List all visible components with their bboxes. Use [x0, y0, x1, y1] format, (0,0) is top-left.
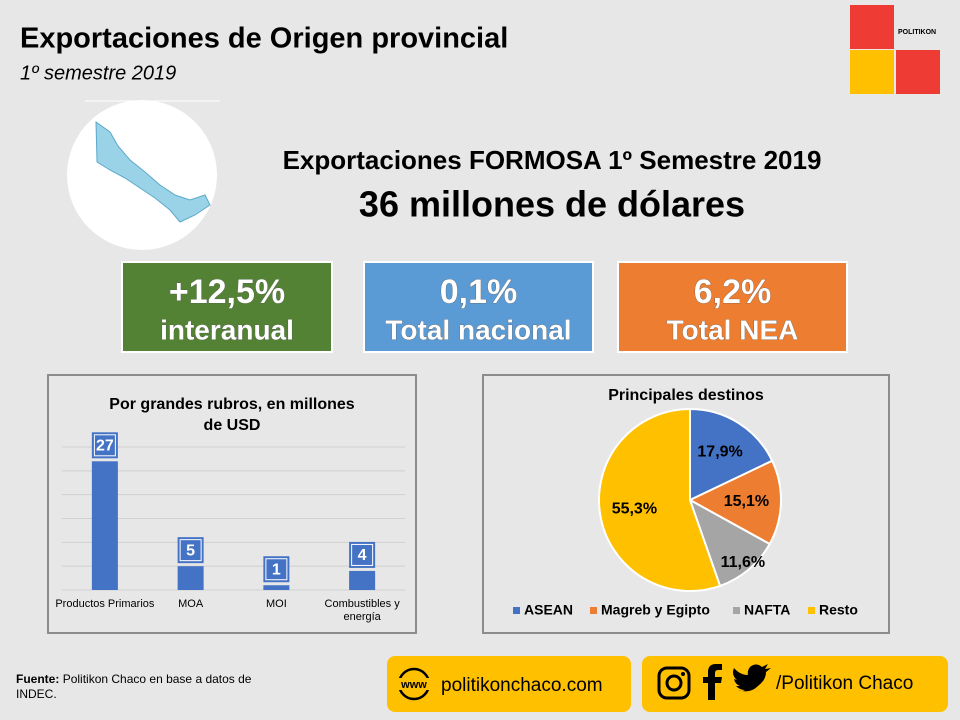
source: Fuente: Politikon Chaco en base a datos …	[16, 672, 286, 702]
kpi-label: interanual	[160, 314, 294, 345]
source-label: Fuente:	[16, 672, 60, 686]
globe-band	[396, 678, 432, 690]
pie-slice	[687, 459, 782, 546]
legend-label: Resto	[819, 602, 858, 618]
logo-square	[850, 50, 894, 94]
data-label: 15,1%	[724, 493, 769, 510]
legend-label: NAFTA	[744, 602, 790, 618]
data-label: 17,9%	[697, 444, 742, 461]
facebook-icon	[703, 664, 722, 700]
source-text: Politikon Chaco en base a datos de INDEC…	[16, 672, 252, 701]
pie-slice	[598, 407, 722, 592]
legend-label: Magreb y Egipto	[601, 602, 710, 618]
data-label: 5	[186, 542, 195, 559]
social-handle: /Politikon Chaco	[776, 673, 913, 694]
logo-square	[850, 5, 894, 49]
data-label-bg	[180, 540, 201, 561]
kpi-label: Total nacional	[385, 314, 571, 345]
chart-title: Principales destinos	[608, 387, 764, 404]
logo-text: POLITIKON	[898, 29, 936, 36]
data-label: 27	[96, 438, 114, 455]
headline: Exportaciones FORMOSA 1º Semestre 2019	[283, 145, 822, 175]
headline-amount: 36 millones de dólares	[359, 184, 745, 225]
data-label: 11,6%	[721, 554, 765, 571]
legend-label: ASEAN	[524, 602, 573, 618]
kpi-box	[363, 261, 594, 353]
kpi-value: +12,5%	[169, 273, 285, 311]
map-shape	[95, 121, 211, 223]
data-label: 1	[272, 561, 281, 578]
website: politikonchaco.com	[441, 675, 603, 696]
subtitle: 1º semestre 2019	[20, 62, 176, 84]
kpi-box	[617, 261, 848, 353]
data-label: 55,3%	[612, 501, 657, 518]
web-box	[387, 656, 631, 712]
bar	[177, 566, 204, 590]
data-label-bg	[352, 544, 373, 565]
data-label: 4	[358, 547, 367, 564]
pie-slice	[689, 407, 774, 502]
data-label-bg	[94, 435, 115, 456]
kpi-value: 0,1%	[440, 273, 518, 311]
x-tick-label: MOA	[178, 598, 204, 610]
data-label-bg	[266, 559, 287, 580]
chart-title: Por grandes rubros, en millones de USD	[109, 396, 354, 434]
bar	[91, 461, 118, 590]
legend-marker	[733, 607, 740, 614]
web-icon-text: www	[400, 679, 427, 691]
bar	[349, 570, 376, 590]
panel	[47, 374, 417, 634]
x-tick-label: Productos Primarios	[55, 598, 155, 610]
kpi-box	[121, 261, 333, 353]
instagram-dot	[681, 672, 685, 676]
title: Exportaciones de Origen provincial	[20, 23, 508, 55]
legend-marker	[513, 607, 520, 614]
kpi-value: 6,2%	[694, 273, 772, 311]
instagram-lens	[665, 674, 683, 692]
panel	[482, 374, 890, 634]
legend-marker	[808, 607, 815, 614]
x-tick-label: MOI	[265, 598, 287, 610]
pie-slice	[688, 497, 772, 588]
bar	[263, 585, 290, 590]
instagram-icon	[657, 666, 691, 700]
legend-marker	[590, 607, 597, 614]
logo-square	[896, 50, 940, 94]
x-tick-label: Combustibles y energía	[324, 598, 400, 623]
twitter-icon	[733, 664, 771, 692]
kpi-label: Total NEA	[667, 314, 799, 345]
